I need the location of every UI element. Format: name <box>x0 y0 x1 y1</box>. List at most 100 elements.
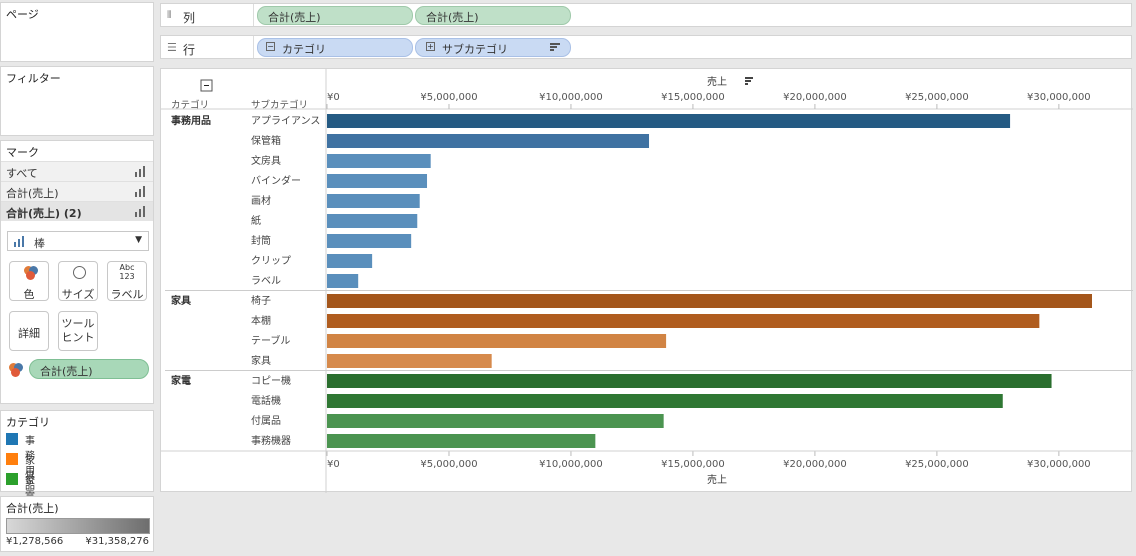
subcategory-label: バインダー <box>251 174 301 187</box>
filters-title: フィルター <box>6 72 61 85</box>
subcategory-label: 本棚 <box>251 314 271 327</box>
columns-shelf: ⦀ 列 合計(売上) 合計(売上) <box>160 3 1132 27</box>
bar <box>327 294 1092 308</box>
pill-label: カテゴリ <box>282 43 326 56</box>
marks-row-sum-sales-2[interactable]: 合計(売上) (2) <box>1 201 153 221</box>
bar <box>327 154 431 168</box>
legend-swatch <box>6 453 18 465</box>
filters-panel: フィルター <box>0 66 154 136</box>
subcategory-label: 電話機 <box>251 394 281 407</box>
subcategory-label: クリップ <box>251 255 291 267</box>
bar <box>327 394 1003 408</box>
tick-label-bottom: ¥0 <box>327 459 340 470</box>
marks-row-sum-sales[interactable]: 合計(売上) <box>1 181 153 201</box>
subcategory-label: コピー機 <box>251 374 291 387</box>
sales-legend-max: ¥31,358,276 <box>85 536 149 547</box>
color-icon <box>9 363 23 377</box>
tick-label-top: ¥25,000,000 <box>905 92 969 103</box>
tick-label-top: ¥10,000,000 <box>539 92 603 103</box>
tooltip-button-label: ツール ヒント <box>61 317 95 344</box>
pill-label: 合計(売上) <box>426 11 479 24</box>
subcategory-label: 家具 <box>251 354 271 367</box>
label-icon: Abc 123 <box>119 263 135 281</box>
size-icon <box>73 266 86 279</box>
columns-shelf-label: 列 <box>183 11 196 25</box>
subcategory-label: 紙 <box>251 214 261 227</box>
marks-row-all[interactable]: すべて <box>1 161 153 181</box>
bar <box>327 314 1040 328</box>
subcategory-label: 椅子 <box>251 294 271 307</box>
legend-label: 家具 <box>25 456 35 482</box>
sort-icon <box>745 83 748 85</box>
marks-row-label: 合計(売上) (2) <box>6 207 82 220</box>
columns-icon: ⦀ <box>167 10 172 21</box>
pill-label: 合計(売上) <box>268 11 321 24</box>
rows-shelf: ☰ 行 − カテゴリ + サブカテゴリ <box>160 35 1132 59</box>
bar <box>327 334 667 348</box>
pages-title: ページ <box>6 8 39 21</box>
bar-chart-icon <box>135 186 147 197</box>
rows-pill-category[interactable]: − カテゴリ <box>257 38 413 57</box>
bar <box>327 254 373 268</box>
legend-label: 事務用品 <box>25 436 35 492</box>
category-label: 家電 <box>171 374 191 387</box>
size-button-label: サイズ <box>61 288 95 301</box>
pages-panel: ページ <box>0 2 154 62</box>
bar-chart: カテゴリ サブカテゴリ売上¥0¥0¥5,000,000¥5,000,000¥10,… <box>161 69 1133 493</box>
sales-legend-title: 合計(売上) <box>6 502 59 515</box>
bar <box>327 194 420 208</box>
color-icon <box>24 266 38 280</box>
tooltip-button[interactable]: ツール ヒント <box>58 311 98 351</box>
label-button-label: ラベル <box>110 288 144 301</box>
columns-pill-sum-sales-2[interactable]: 合計(売上) <box>415 6 571 25</box>
subcategory-label: 事務機器 <box>251 434 291 447</box>
sales-gradient-ramp <box>6 518 150 534</box>
color-button[interactable]: 色 <box>9 261 49 301</box>
tick-label-bottom: ¥30,000,000 <box>1027 459 1091 470</box>
sort-icon <box>745 80 751 82</box>
label-button[interactable]: Abc 123 ラベル <box>107 261 147 301</box>
chart-view: カテゴリ サブカテゴリ 売上 ¥0 ¥0 ¥5,000,000 ¥5,000,000 ¥10,… <box>160 68 1133 493</box>
subcategory-label: テーブル <box>251 334 290 347</box>
category-label: 家具 <box>171 294 191 307</box>
marks-panel: マーク すべて 合計(売上) 合計(売上) (2) 棒 ▼ 色 サイズ Abc … <box>0 140 154 404</box>
sales-legend-min: ¥1,278,566 <box>6 536 64 547</box>
category-legend: カテゴリ 事務用品 家具 家電 <box>0 410 154 502</box>
category-legend-title: カテゴリ <box>6 416 50 429</box>
subcategory-label: 付属品 <box>251 414 281 427</box>
tick-label-bottom: ¥5,000,000 <box>420 459 477 470</box>
tick-label-bottom: ¥25,000,000 <box>905 459 969 470</box>
mark-type-dropdown[interactable]: 棒 ▼ <box>7 231 149 251</box>
collapse-icon: − <box>266 42 275 51</box>
detail-button[interactable]: 詳細 <box>9 311 49 351</box>
bar <box>327 274 359 288</box>
columns-pill-sum-sales[interactable]: 合計(売上) <box>257 6 413 25</box>
category-header: カテゴリ <box>171 99 209 111</box>
bar <box>327 134 650 148</box>
tick-label-bottom: ¥20,000,000 <box>783 459 847 470</box>
detail-button-label: 詳細 <box>18 327 40 340</box>
bar-chart-icon <box>135 166 147 177</box>
chevron-down-icon: ▼ <box>135 235 142 245</box>
legend-swatch <box>6 473 18 485</box>
bar-chart-icon <box>135 206 147 217</box>
sales-legend: 合計(売上) ¥1,278,566 ¥31,358,276 <box>0 496 154 552</box>
category-label: 事務用品 <box>171 114 211 127</box>
tick-label-bottom: ¥10,000,000 <box>539 459 603 470</box>
bar <box>327 434 596 448</box>
rows-pill-subcategory[interactable]: + サブカテゴリ <box>415 38 571 57</box>
bar <box>327 374 1052 388</box>
rows-icon: ☰ <box>167 41 177 54</box>
subcategory-label: ラベル <box>251 275 281 287</box>
bar <box>327 354 492 368</box>
tick-label-top: ¥0 <box>327 92 340 103</box>
legend-swatch <box>6 433 18 445</box>
bar <box>327 174 428 188</box>
expand-icon: + <box>426 42 435 51</box>
tick-label-top: ¥5,000,000 <box>420 92 477 103</box>
size-button[interactable]: サイズ <box>58 261 98 301</box>
subcategory-label: 封筒 <box>251 234 271 247</box>
color-field-pill-label: 合計(売上) <box>40 365 93 378</box>
subcategory-label: 画材 <box>251 194 271 207</box>
color-field-pill[interactable]: 合計(売上) <box>29 359 149 379</box>
